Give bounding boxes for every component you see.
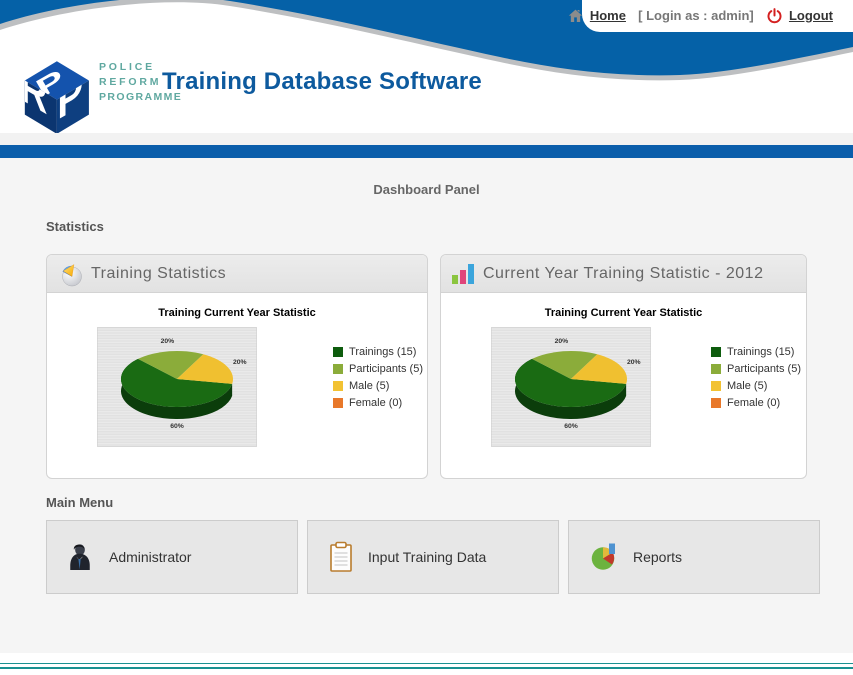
svg-text:20%: 20%	[161, 338, 175, 345]
svg-text:20%: 20%	[233, 359, 247, 366]
svg-text:20%: 20%	[555, 338, 569, 345]
svg-text:60%: 60%	[564, 423, 578, 430]
svg-text:60%: 60%	[170, 423, 184, 430]
svg-text:20%: 20%	[627, 359, 641, 366]
